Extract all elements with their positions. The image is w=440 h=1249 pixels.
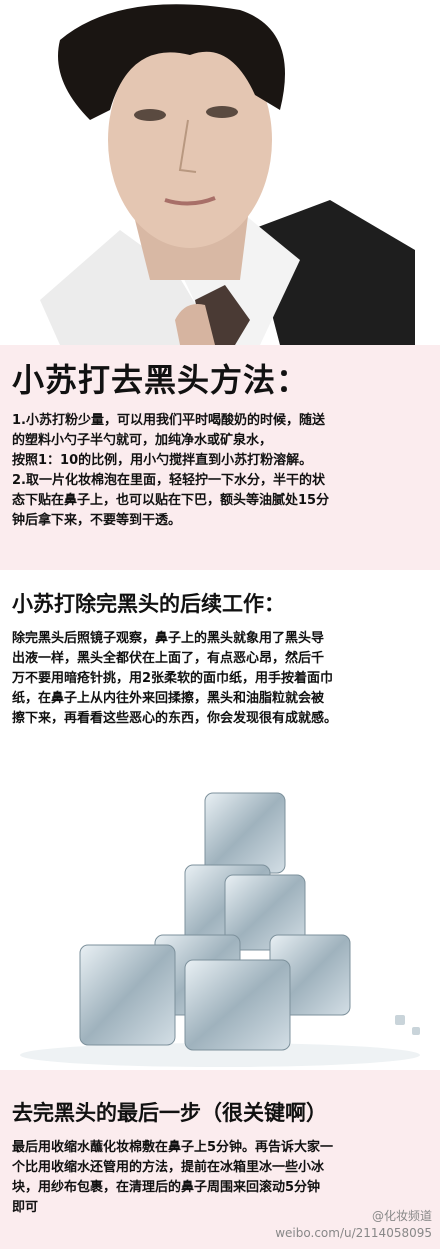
section3-line: 块，用纱布包裹，在清理后的鼻子周围来回滚动5分钟 [12, 1180, 321, 1195]
section1-line: 2.取一片化妆棉泡在里面，轻轻拧一下水分，半干的状 [12, 473, 325, 488]
weibo-watermark: @化妆频道 weibo.com/u/2114058095 [275, 1208, 432, 1242]
section1-line: 的塑料小勺子半勺就可，加纯净水或矿泉水， [12, 433, 273, 448]
model-photo [0, 0, 440, 345]
section3-title: 去完黑头的最后一步（很关键啊） [12, 1101, 327, 1125]
section3-line: 个比用收缩水还管用的方法，提前在冰箱里冰一些小冰 [12, 1160, 325, 1175]
section2-line: 擦下来，再看看这些恶心的东西，你会发现很有成就感。 [12, 711, 338, 726]
section1-line: 按照1：10的比例，用小勺搅拌直到小苏打粉溶解。 [12, 453, 313, 468]
section1-body: 1.小苏打粉少量，可以用我们平时喝酸奶的时候，随送 的塑料小勺子半勺就可，加纯净… [12, 411, 430, 531]
section2-background [0, 570, 440, 765]
ice-cubes-photo [0, 765, 440, 1070]
section3-background [0, 1070, 440, 1249]
section2-line: 万不要用暗疮针挑，用2张柔软的面巾纸，用手按着面巾 [12, 671, 334, 686]
section3-body: 最后用收缩水蘸化妆棉敷在鼻子上5分钟。再告诉大家一 个比用收缩水还管用的方法，提… [12, 1138, 430, 1218]
section2-title: 小苏打除完黑头的后续工作： [12, 592, 285, 616]
watermark-url: weibo.com/u/2114058095 [275, 1226, 432, 1240]
section2-body: 除完黑头后照镜子观察，鼻子上的黑头就象用了黑头导 出液一样，黑头全都伏在上面了，… [12, 629, 430, 729]
section1-line: 1.小苏打粉少量，可以用我们平时喝酸奶的时候，随送 [12, 413, 325, 428]
section1-line: 态下贴在鼻子上，也可以贴在下巴，额头等油腻处15分 [12, 493, 330, 508]
section2-line: 除完黑头后照镜子观察，鼻子上的黑头就象用了黑头导 [12, 631, 325, 646]
section1-background [0, 345, 440, 570]
section3-line: 即可 [12, 1200, 39, 1215]
section2-line: 出液一样，黑头全都伏在上面了，有点恶心昂，然后千 [12, 651, 325, 666]
section1-title: 小苏打去黑头方法： [12, 361, 310, 399]
watermark-brand: @化妆频道 [371, 1209, 432, 1223]
section2-line: 纸，在鼻子上从内往外来回揉擦，黑头和油脂粒就会被 [12, 691, 325, 706]
section1-line: 钟后拿下来，不要等到干透。 [12, 513, 182, 528]
section3-line: 最后用收缩水蘸化妆棉敷在鼻子上5分钟。再告诉大家一 [12, 1140, 334, 1155]
